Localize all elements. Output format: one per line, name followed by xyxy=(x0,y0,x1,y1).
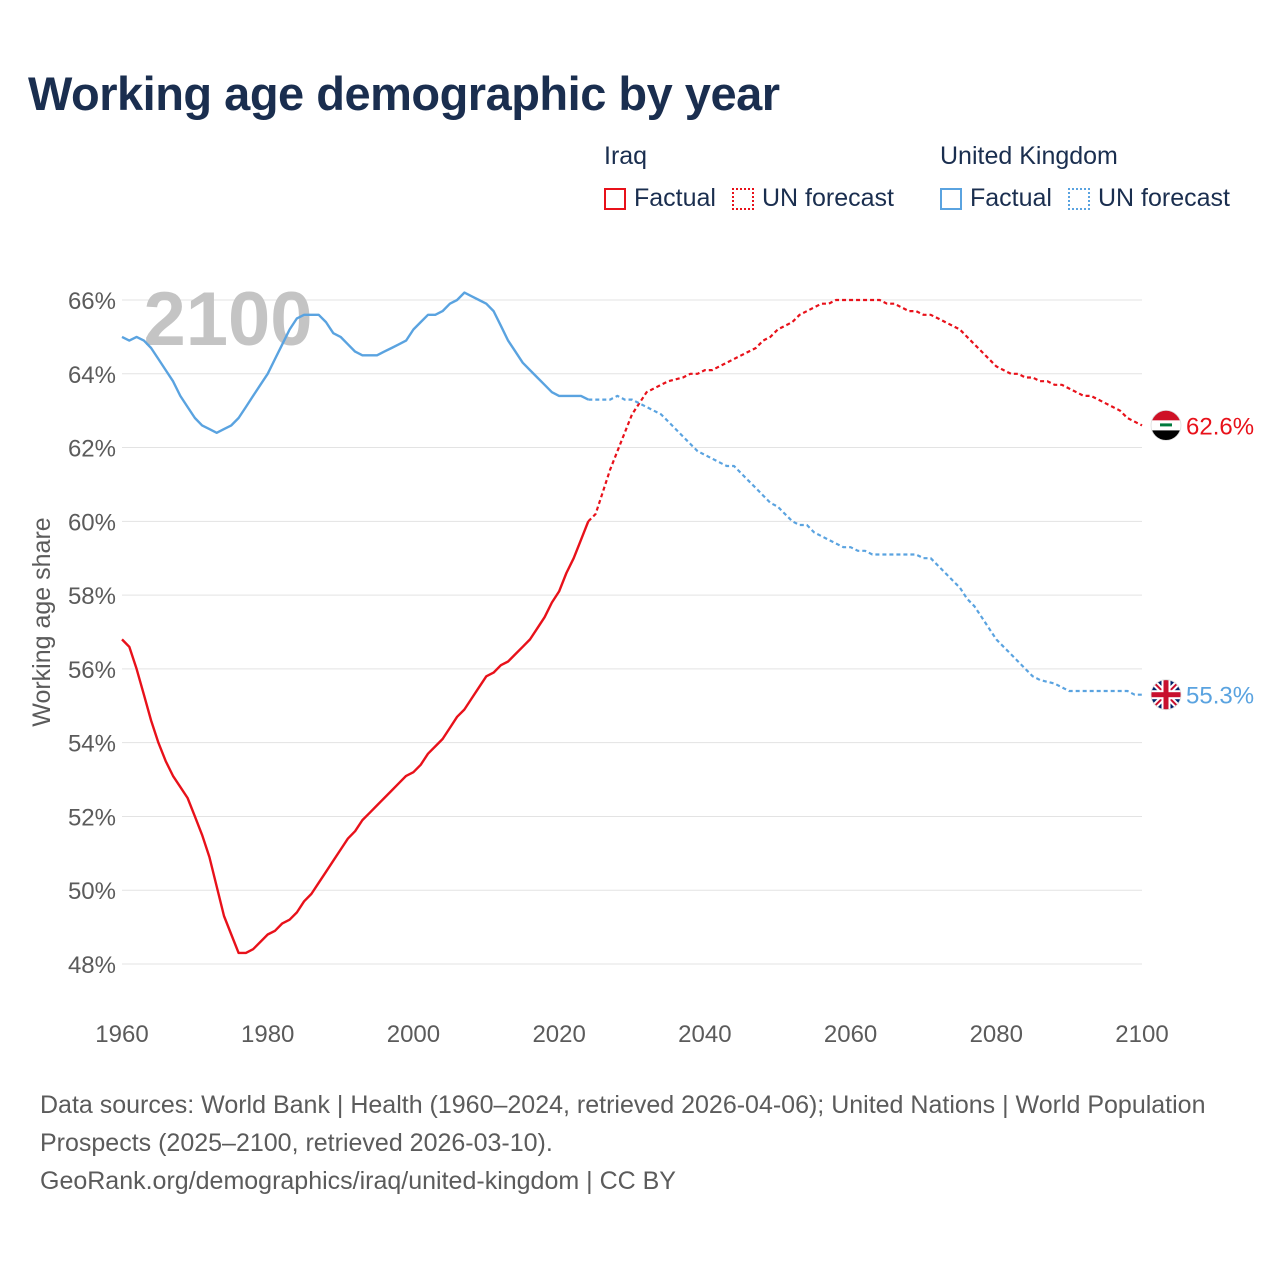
y-tick-label: 52% xyxy=(68,804,116,831)
end-value-label: 55.3% xyxy=(1186,683,1254,710)
legend-group-iraq: Iraq Factual UN forecast xyxy=(604,142,910,213)
x-tick-label: 2100 xyxy=(1115,1021,1168,1048)
y-tick-label: 54% xyxy=(68,731,116,758)
legend-label: UN forecast xyxy=(761,184,894,212)
series-line-united-kingdom-factual[interactable] xyxy=(121,291,589,434)
data-sources: Data sources: World Bank | Health (1960–… xyxy=(40,1091,1206,1157)
end-labels: 62.6% 55.3% xyxy=(1150,409,1254,711)
legend-uk-forecast[interactable]: UN forecast xyxy=(1067,184,1230,213)
legend-swatch-solid-icon xyxy=(940,187,962,210)
legend-group-name: United Kingdom xyxy=(940,142,1118,170)
legend-swatch-dotted-icon xyxy=(1067,187,1090,210)
y-tick-label: 66% xyxy=(68,288,116,315)
x-tick-label: 2000 xyxy=(387,1021,440,1048)
x-tick-label: 1960 xyxy=(95,1021,148,1048)
legend-label: Factual xyxy=(970,184,1052,212)
y-tick-label: 60% xyxy=(68,509,116,536)
legend-label: UN forecast xyxy=(1097,184,1230,212)
x-tick-label: 2080 xyxy=(970,1021,1023,1048)
series-lines xyxy=(121,291,1143,955)
footer: Data sources: World Bank | Health (1960–… xyxy=(40,1086,1220,1200)
credit-line: GeoRank.org/demographics/iraq/united-kin… xyxy=(40,1167,676,1195)
y-tick-label: 62% xyxy=(68,436,116,463)
legend-label: Factual xyxy=(634,184,716,212)
x-tick-label: 1980 xyxy=(241,1021,294,1048)
y-tick-label: 58% xyxy=(68,583,116,610)
x-tick-label: 2040 xyxy=(678,1021,731,1048)
y-axis-ticks: 48% 50% 52% 54% 56% 58% 60% 62% 64% 66% xyxy=(68,288,116,979)
end-value-label: 62.6% xyxy=(1186,413,1254,440)
uk-flag-icon xyxy=(1150,679,1182,711)
series-line-iraq-factual[interactable] xyxy=(121,520,590,955)
legend-iraq-forecast[interactable]: UN forecast xyxy=(731,184,894,213)
y-axis-label: Working age share xyxy=(28,517,56,726)
y-tick-label: 48% xyxy=(68,952,116,979)
x-tick-label: 2020 xyxy=(532,1021,585,1048)
line-chart: 48% 50% 52% 54% 56% 58% 60% 62% 64% 66% 1960 1980 2… xyxy=(28,277,1254,1048)
legend-swatch-solid-icon xyxy=(604,187,626,210)
iraq-flag-icon xyxy=(1150,409,1182,441)
legend-group-uk: United Kingdom Factual UN forecast xyxy=(940,142,1246,213)
gridlines xyxy=(122,299,1142,965)
x-tick-label: 2060 xyxy=(824,1021,877,1048)
series-line-iraq-forecast[interactable] xyxy=(587,298,1143,523)
year-watermark: 2100 xyxy=(143,277,312,362)
x-axis-ticks: 1960 1980 2000 2020 2040 2060 2080 2100 xyxy=(95,1021,1168,1048)
y-tick-label: 64% xyxy=(68,362,116,389)
legend-uk-factual[interactable]: Factual xyxy=(940,184,1052,213)
legend-swatch-dotted-icon xyxy=(731,187,754,210)
legend-group-name: Iraq xyxy=(604,142,648,170)
y-tick-label: 56% xyxy=(68,657,116,684)
chart-title: Working age demographic by year xyxy=(28,67,780,120)
series-line-united-kingdom-forecast[interactable] xyxy=(588,394,1142,696)
legend-iraq-factual[interactable]: Factual xyxy=(604,184,716,213)
y-tick-label: 50% xyxy=(68,878,116,905)
